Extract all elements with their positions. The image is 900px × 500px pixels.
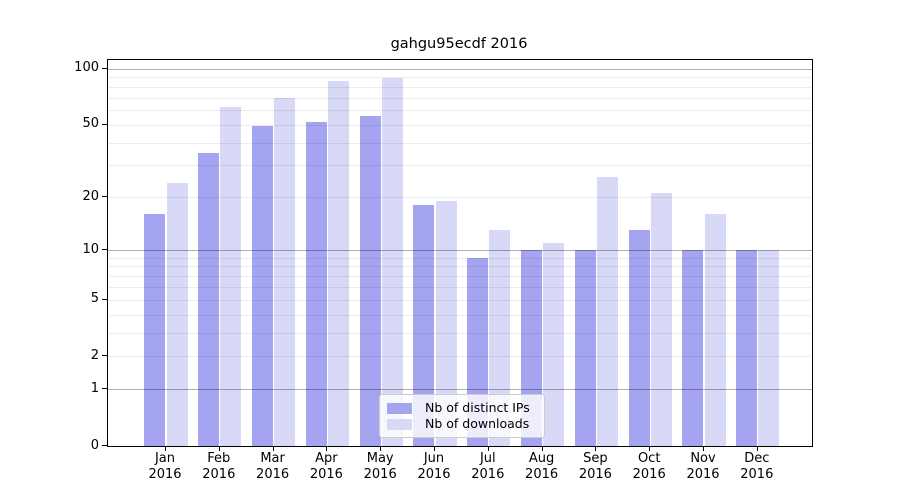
x-tick-label-dec: Dec 2016 [740,451,774,482]
bar-ips-feb [198,153,220,446]
legend-item-downloads: Nb of downloads [387,416,536,432]
x-tick-mark [703,446,704,451]
legend-label-downloads: Nb of downloads [425,416,530,431]
bar-downloads-apr [327,81,350,446]
gridline-minor [108,299,812,301]
x-tick-label-feb: Feb 2016 [202,451,236,482]
bar-ips-oct [628,230,650,446]
gridline-minor [108,266,812,268]
legend-swatch-distinct-ips [387,402,412,414]
y-tick-mark [102,388,107,390]
bar-downloads-jul [489,230,511,446]
bar-ips-jan [144,214,166,446]
y-tick-mark [102,196,107,198]
bar-ips-may [359,115,381,446]
x-tick-label-jan: Jan 2016 [148,451,182,482]
gridline-minor [108,142,812,144]
bar-ips-jun [413,205,435,446]
x-tick-label-aug: Aug 2016 [525,451,559,482]
y-tick-label: 1 [90,380,99,396]
x-tick-label-jun: Jun 2016 [417,451,451,482]
y-tick-mark [102,445,107,446]
x-tick-mark [218,446,220,451]
bar-ips-mar [251,126,274,446]
legend-label-distinct-ips: Nb of distinct IPs [425,400,530,415]
bar-downloads-jun [435,201,457,446]
x-tick-label-may: May 2016 [363,451,397,482]
gridline-minor [108,257,812,259]
x-tick-mark [434,446,435,451]
x-tick-mark [595,446,597,451]
y-tick-label: 10 [82,241,99,257]
y-tick-mark [102,123,107,125]
plot-area: Nb of distinct IPs Nb of downloads [107,59,813,447]
gridline-major [108,250,812,251]
bar-downloads-sep [596,176,619,446]
gridline-minor [108,276,812,277]
gridline-minor [108,287,812,288]
y-tick-label: 0 [90,437,99,453]
y-tick-label: 20 [82,188,99,204]
gridline-minor [108,97,812,99]
bar-downloads-jan [166,182,188,446]
bar-downloads-mar [274,97,296,446]
gridline-minor [108,124,812,126]
gridline-minor [108,77,812,79]
gridline-minor [108,165,812,167]
y-tick-label: 50 [82,116,99,132]
x-tick-label-oct: Oct 2016 [632,451,666,482]
gridline-major [108,389,812,391]
y-tick-label: 100 [74,60,99,76]
legend-item-distinct-ips: Nb of distinct IPs [387,400,536,416]
bar-ips-dec [736,250,758,446]
bar-downloads-oct [650,193,672,446]
x-tick-mark [756,446,758,451]
x-tick-label-apr: Apr 2016 [309,451,343,482]
gridline-major [108,68,812,70]
x-tick-mark [541,446,543,451]
y-tick-mark [102,67,107,69]
x-tick-mark [649,446,651,451]
x-tick-mark [380,446,382,451]
x-tick-mark [165,446,166,451]
legend: Nb of distinct IPs Nb of downloads [379,394,545,438]
x-tick-label-nov: Nov 2016 [686,451,720,482]
gridline-minor [108,197,812,199]
x-tick-label-sep: Sep 2016 [578,451,612,482]
y-tick-mark [102,249,107,250]
gridline-minor [108,314,812,316]
bar-ips-nov [682,250,704,446]
x-tick-label-mar: Mar 2016 [256,451,290,482]
legend-swatch-downloads [387,418,412,430]
bar-downloads-nov [704,214,726,446]
gridline-minor [108,86,812,88]
bar-downloads-feb [220,107,242,446]
y-tick-mark [102,298,107,300]
chart-title: gahgu95ecdf 2016 [390,36,528,52]
bar-downloads-may [381,78,403,446]
y-tick-mark [102,355,107,357]
x-tick-mark [487,446,489,451]
y-tick-label: 5 [90,291,99,307]
x-tick-label-jul: Jul 2016 [471,451,505,482]
gridline-minor [108,332,812,334]
x-tick-mark [326,446,328,451]
x-tick-mark [272,446,274,451]
gridline-minor [108,110,812,111]
bar-ips-apr [305,121,327,446]
bar-downloads-dec [758,250,780,446]
bar-ips-sep [574,250,596,446]
bar-downloads-aug [543,242,565,446]
y-tick-label: 2 [90,347,99,363]
gridline-minor [108,356,812,358]
